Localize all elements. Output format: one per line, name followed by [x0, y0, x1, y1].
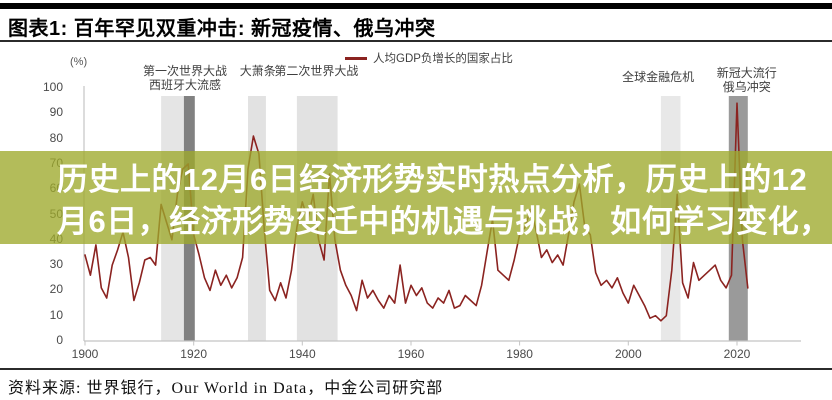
watermark-overlay: 历史上的12月6日经济形势实时热点分析，历史上的12 月6日，经济形势变迁中的机…: [0, 151, 832, 244]
watermark-text-line-1: 历史上的12月6日经济形势实时热点分析，历史上的12: [57, 162, 808, 197]
x-tick-label: 2020: [723, 347, 751, 361]
y-tick-label: 10: [49, 307, 63, 322]
event-annotation-text: 第一次世界大战: [142, 64, 227, 78]
y-tick-label: 20: [49, 282, 63, 297]
chart-legend: 人均GDP负增长的国家占比: [345, 50, 513, 66]
event-annotation-text: 俄乌冲突: [722, 79, 771, 94]
y-tick-label: 30: [49, 257, 63, 272]
source-note: 资料来源: 世界银行，Our World in Data，中金公司研究部: [8, 380, 444, 397]
event-annotation-text: 第二次世界大战: [274, 64, 359, 78]
legend-label: 人均GDP负增长的国家占比: [373, 53, 513, 65]
y-tick-label: 100: [42, 80, 63, 94]
legend-line-marker-icon: [345, 56, 367, 60]
x-tick-label: 2000: [614, 347, 642, 361]
y-axis-unit-label: (%): [70, 56, 88, 68]
y-tick-label: 0: [56, 333, 63, 347]
x-tick-label: 1900: [71, 347, 99, 361]
event-annotation-text: 新冠大流行: [716, 66, 777, 80]
event-annotation-text: 大萧条: [239, 64, 276, 78]
top-border-rule: [0, 3, 832, 9]
y-tick-label: 80: [49, 130, 63, 145]
event-annotation-ww2: 第二次世界大战: [274, 64, 359, 79]
event-annotation-text: 全球金融危机: [622, 70, 695, 84]
watermark-text-line-2: 月6日，经济形势变迁中的机遇与挑战，如何学习变化，: [57, 204, 831, 239]
x-tick-label: 1980: [506, 347, 533, 361]
event-annotation-ww1-flu: 第一次世界大战 西班牙大流感: [142, 64, 227, 92]
figure-title: 图表1: 百年罕见双重冲击: 新冠疫情、俄乌冲突: [8, 18, 436, 40]
title-underline-rule: [0, 40, 832, 42]
y-tick-label: 90: [49, 105, 63, 120]
x-tick-label: 1960: [397, 347, 425, 361]
event-annotation-covid-ukraine: 新冠大流行 俄乌冲突: [716, 66, 777, 94]
x-tick-label: 1940: [288, 347, 316, 361]
bottom-border-rule: [0, 368, 832, 370]
event-annotation-text: 西班牙大流感: [148, 77, 221, 92]
event-annotation-great-depression: 大萧条: [239, 64, 276, 79]
x-tick-label: 1920: [180, 347, 208, 361]
event-annotation-gfc: 全球金融危机: [622, 70, 695, 85]
